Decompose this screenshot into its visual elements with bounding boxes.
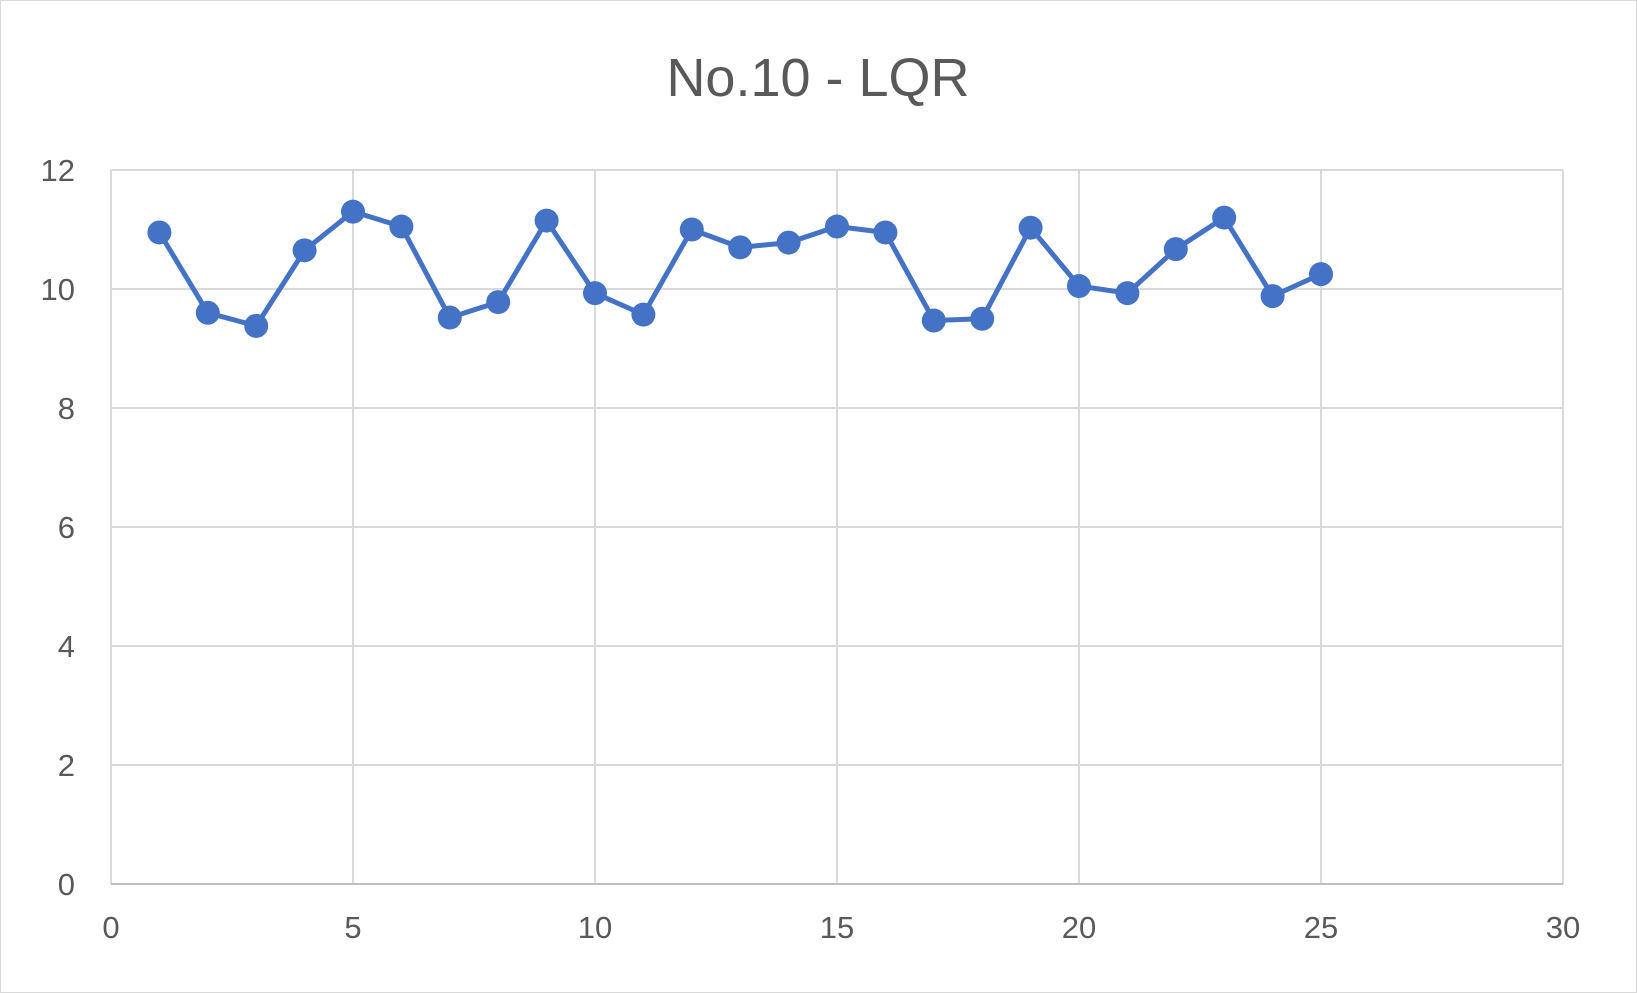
data-point (389, 214, 414, 239)
x-tick-label: 30 (1546, 910, 1580, 945)
data-point (534, 208, 559, 233)
data-point (1115, 281, 1140, 306)
series-layer (147, 199, 1333, 338)
data-point (679, 217, 704, 242)
x-tick-label: 5 (344, 910, 361, 945)
y-tick-label: 2 (58, 748, 75, 783)
y-tick-label: 8 (58, 391, 75, 426)
data-point (970, 306, 995, 331)
data-point (486, 290, 511, 315)
data-point (292, 238, 317, 263)
y-tick-label: 12 (41, 153, 75, 188)
data-point (147, 220, 172, 245)
x-tick-label: 15 (820, 910, 854, 945)
data-point (1067, 274, 1091, 299)
data-point (244, 313, 269, 338)
y-tick-label: 6 (58, 510, 75, 545)
data-point (341, 199, 365, 224)
data-point (437, 305, 462, 330)
data-point (1309, 262, 1333, 287)
x-tick-label: 10 (578, 910, 612, 945)
x-tick-label: 20 (1062, 910, 1096, 945)
data-point (1163, 237, 1188, 262)
data-point (583, 281, 607, 306)
data-point (728, 235, 753, 260)
data-point (1260, 284, 1285, 309)
chart-title: No.10 - LQR (666, 48, 969, 108)
data-point (631, 302, 656, 327)
y-tick-label: 0 (58, 867, 75, 902)
tick-labels: 0 2 4 6 8 10 12 0 5 10 15 20 25 30 (41, 153, 1581, 945)
data-point (1212, 205, 1237, 230)
data-point (195, 300, 220, 325)
data-point (1018, 215, 1043, 240)
series-line (157, 209, 1323, 329)
data-point (825, 214, 849, 239)
data-point (776, 230, 801, 255)
x-tick-label: 0 (102, 910, 119, 945)
data-point (921, 308, 946, 333)
data-point (873, 220, 898, 245)
x-tick-label: 25 (1304, 910, 1338, 945)
grid-layer (110, 169, 1564, 884)
y-tick-label: 10 (41, 272, 75, 307)
y-tick-label: 4 (58, 629, 75, 664)
